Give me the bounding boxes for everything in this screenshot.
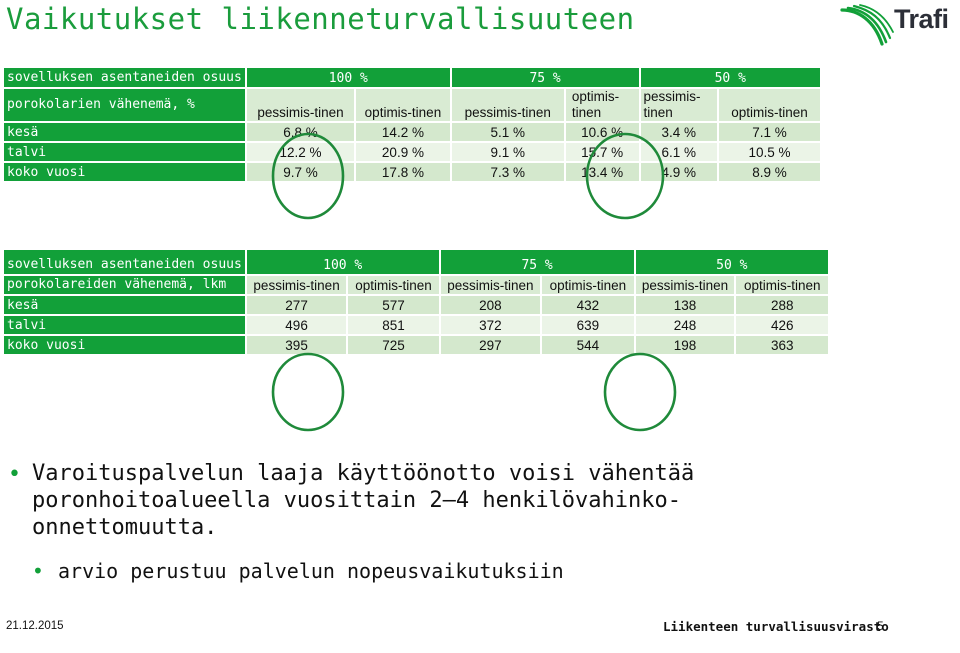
table-row: talvi 496 851 372 639 248 426 [4, 316, 828, 334]
cell: 17.8 % [356, 163, 450, 181]
cell: 198 [635, 336, 735, 354]
trafi-logo-text: Trafi [894, 4, 949, 34]
cell: 496 [246, 316, 347, 334]
trafi-logo-icon [840, 4, 894, 46]
sub-header: optimis-tinen [565, 89, 639, 121]
header-label: sovelluksen asentaneiden osuus [4, 250, 245, 274]
table-header-row: sovelluksen asentaneiden osuus 100 % 75 … [4, 68, 820, 87]
cell: 9.7 % [246, 163, 355, 181]
row-label: kesä [4, 123, 245, 141]
cell: 277 [246, 296, 347, 314]
cell: 3.4 % [640, 123, 717, 141]
sub-header: optimis-tinen [718, 89, 820, 121]
page-number: 5 [877, 619, 884, 633]
row-label: talvi [4, 316, 245, 334]
cell: 208 [440, 296, 541, 314]
cell: 395 [246, 336, 347, 354]
sub-header: pessimis-tinen [635, 276, 735, 294]
cell: 13.4 % [565, 163, 639, 181]
cell: 6.8 % [246, 123, 355, 141]
sub-header: optimis-tinen [356, 89, 450, 121]
table-header-row: sovelluksen asentaneiden osuus 100 % 75 … [4, 250, 828, 274]
table-row: talvi 12.2 % 20.9 % 9.1 % 15.7 % 6.1 % 1… [4, 143, 820, 161]
table-row: kesä 277 577 208 432 138 288 [4, 296, 828, 314]
footer-organization: Liikenteen turvallisuusvirasto [663, 619, 889, 634]
cell: 363 [736, 336, 828, 354]
table-row: koko vuosi 9.7 % 17.8 % 7.3 % 13.4 % 4.9… [4, 163, 820, 181]
sub-header: pessimis-tinen [640, 89, 717, 121]
cell: 248 [635, 316, 735, 334]
cell: 4.9 % [640, 163, 717, 181]
cell: 577 [348, 296, 439, 314]
group-75: 75 % [451, 68, 639, 87]
table-subheader-row: porokolareiden vähenemä, lkm pessimis-ti… [4, 276, 828, 294]
header-label: sovelluksen asentaneiden osuus [4, 68, 245, 87]
highlight-circle [603, 352, 677, 432]
cell: 20.9 % [356, 143, 450, 161]
cell: 432 [542, 296, 634, 314]
sub-header: pessimis-tinen [246, 89, 355, 121]
row-label: koko vuosi [4, 336, 245, 354]
sub-header: optimis-tinen [542, 276, 634, 294]
highlight-circle [271, 352, 345, 432]
row-label: kesä [4, 296, 245, 314]
sub-header: pessimis-tinen [440, 276, 541, 294]
cell: 138 [635, 296, 735, 314]
cell: 5.1 % [451, 123, 564, 141]
group-100: 100 % [246, 68, 450, 87]
cell: 7.1 % [718, 123, 820, 141]
group-50: 50 % [635, 250, 828, 274]
footer-date: 21.12.2015 [6, 620, 64, 632]
row-label: talvi [4, 143, 245, 161]
cell: 10.5 % [718, 143, 820, 161]
cell: 14.2 % [356, 123, 450, 141]
cell: 8.9 % [718, 163, 820, 181]
page-title: Vaikutukset liikenneturvallisuuteen [6, 2, 635, 36]
group-50: 50 % [640, 68, 820, 87]
bullet-dot-icon: • [32, 559, 44, 583]
cell: 15.7 % [565, 143, 639, 161]
cell: 544 [542, 336, 634, 354]
group-100: 100 % [246, 250, 439, 274]
cell: 288 [736, 296, 828, 314]
sub-label: porokolarien vähenemä, % [4, 89, 245, 121]
sub-label: porokolareiden vähenemä, lkm [4, 276, 245, 294]
sub-header: optimis-tinen [348, 276, 439, 294]
sub-header: optimis-tinen [736, 276, 828, 294]
cell: 639 [542, 316, 634, 334]
cell: 7.3 % [451, 163, 564, 181]
table-row: kesä 6.8 % 14.2 % 5.1 % 10.6 % 3.4 % 7.1… [4, 123, 820, 141]
sub-header: pessimis-tinen [246, 276, 347, 294]
bullet-main: Varoituspalvelun laaja käyttöönotto vois… [32, 461, 695, 540]
injury-reduction-percent-table: sovelluksen asentaneiden osuus 100 % 75 … [2, 66, 822, 183]
table-row: koko vuosi 395 725 297 544 198 363 [4, 336, 828, 354]
bullet-dot-icon: • [8, 462, 21, 487]
row-label: koko vuosi [4, 163, 245, 181]
cell: 12.2 % [246, 143, 355, 161]
table-subheader-row: porokolarien vähenemä, % pessimis-tinen … [4, 89, 820, 121]
cell: 6.1 % [640, 143, 717, 161]
cell: 297 [440, 336, 541, 354]
group-75: 75 % [440, 250, 634, 274]
cell: 372 [440, 316, 541, 334]
sub-header: pessimis-tinen [451, 89, 564, 121]
cell: 426 [736, 316, 828, 334]
bullet-sub: arvio perustuu palvelun nopeusvaikutuksi… [58, 559, 564, 583]
cell: 9.1 % [451, 143, 564, 161]
cell: 851 [348, 316, 439, 334]
cell: 10.6 % [565, 123, 639, 141]
collision-reduction-count-table: sovelluksen asentaneiden osuus 100 % 75 … [2, 248, 830, 356]
cell: 725 [348, 336, 439, 354]
